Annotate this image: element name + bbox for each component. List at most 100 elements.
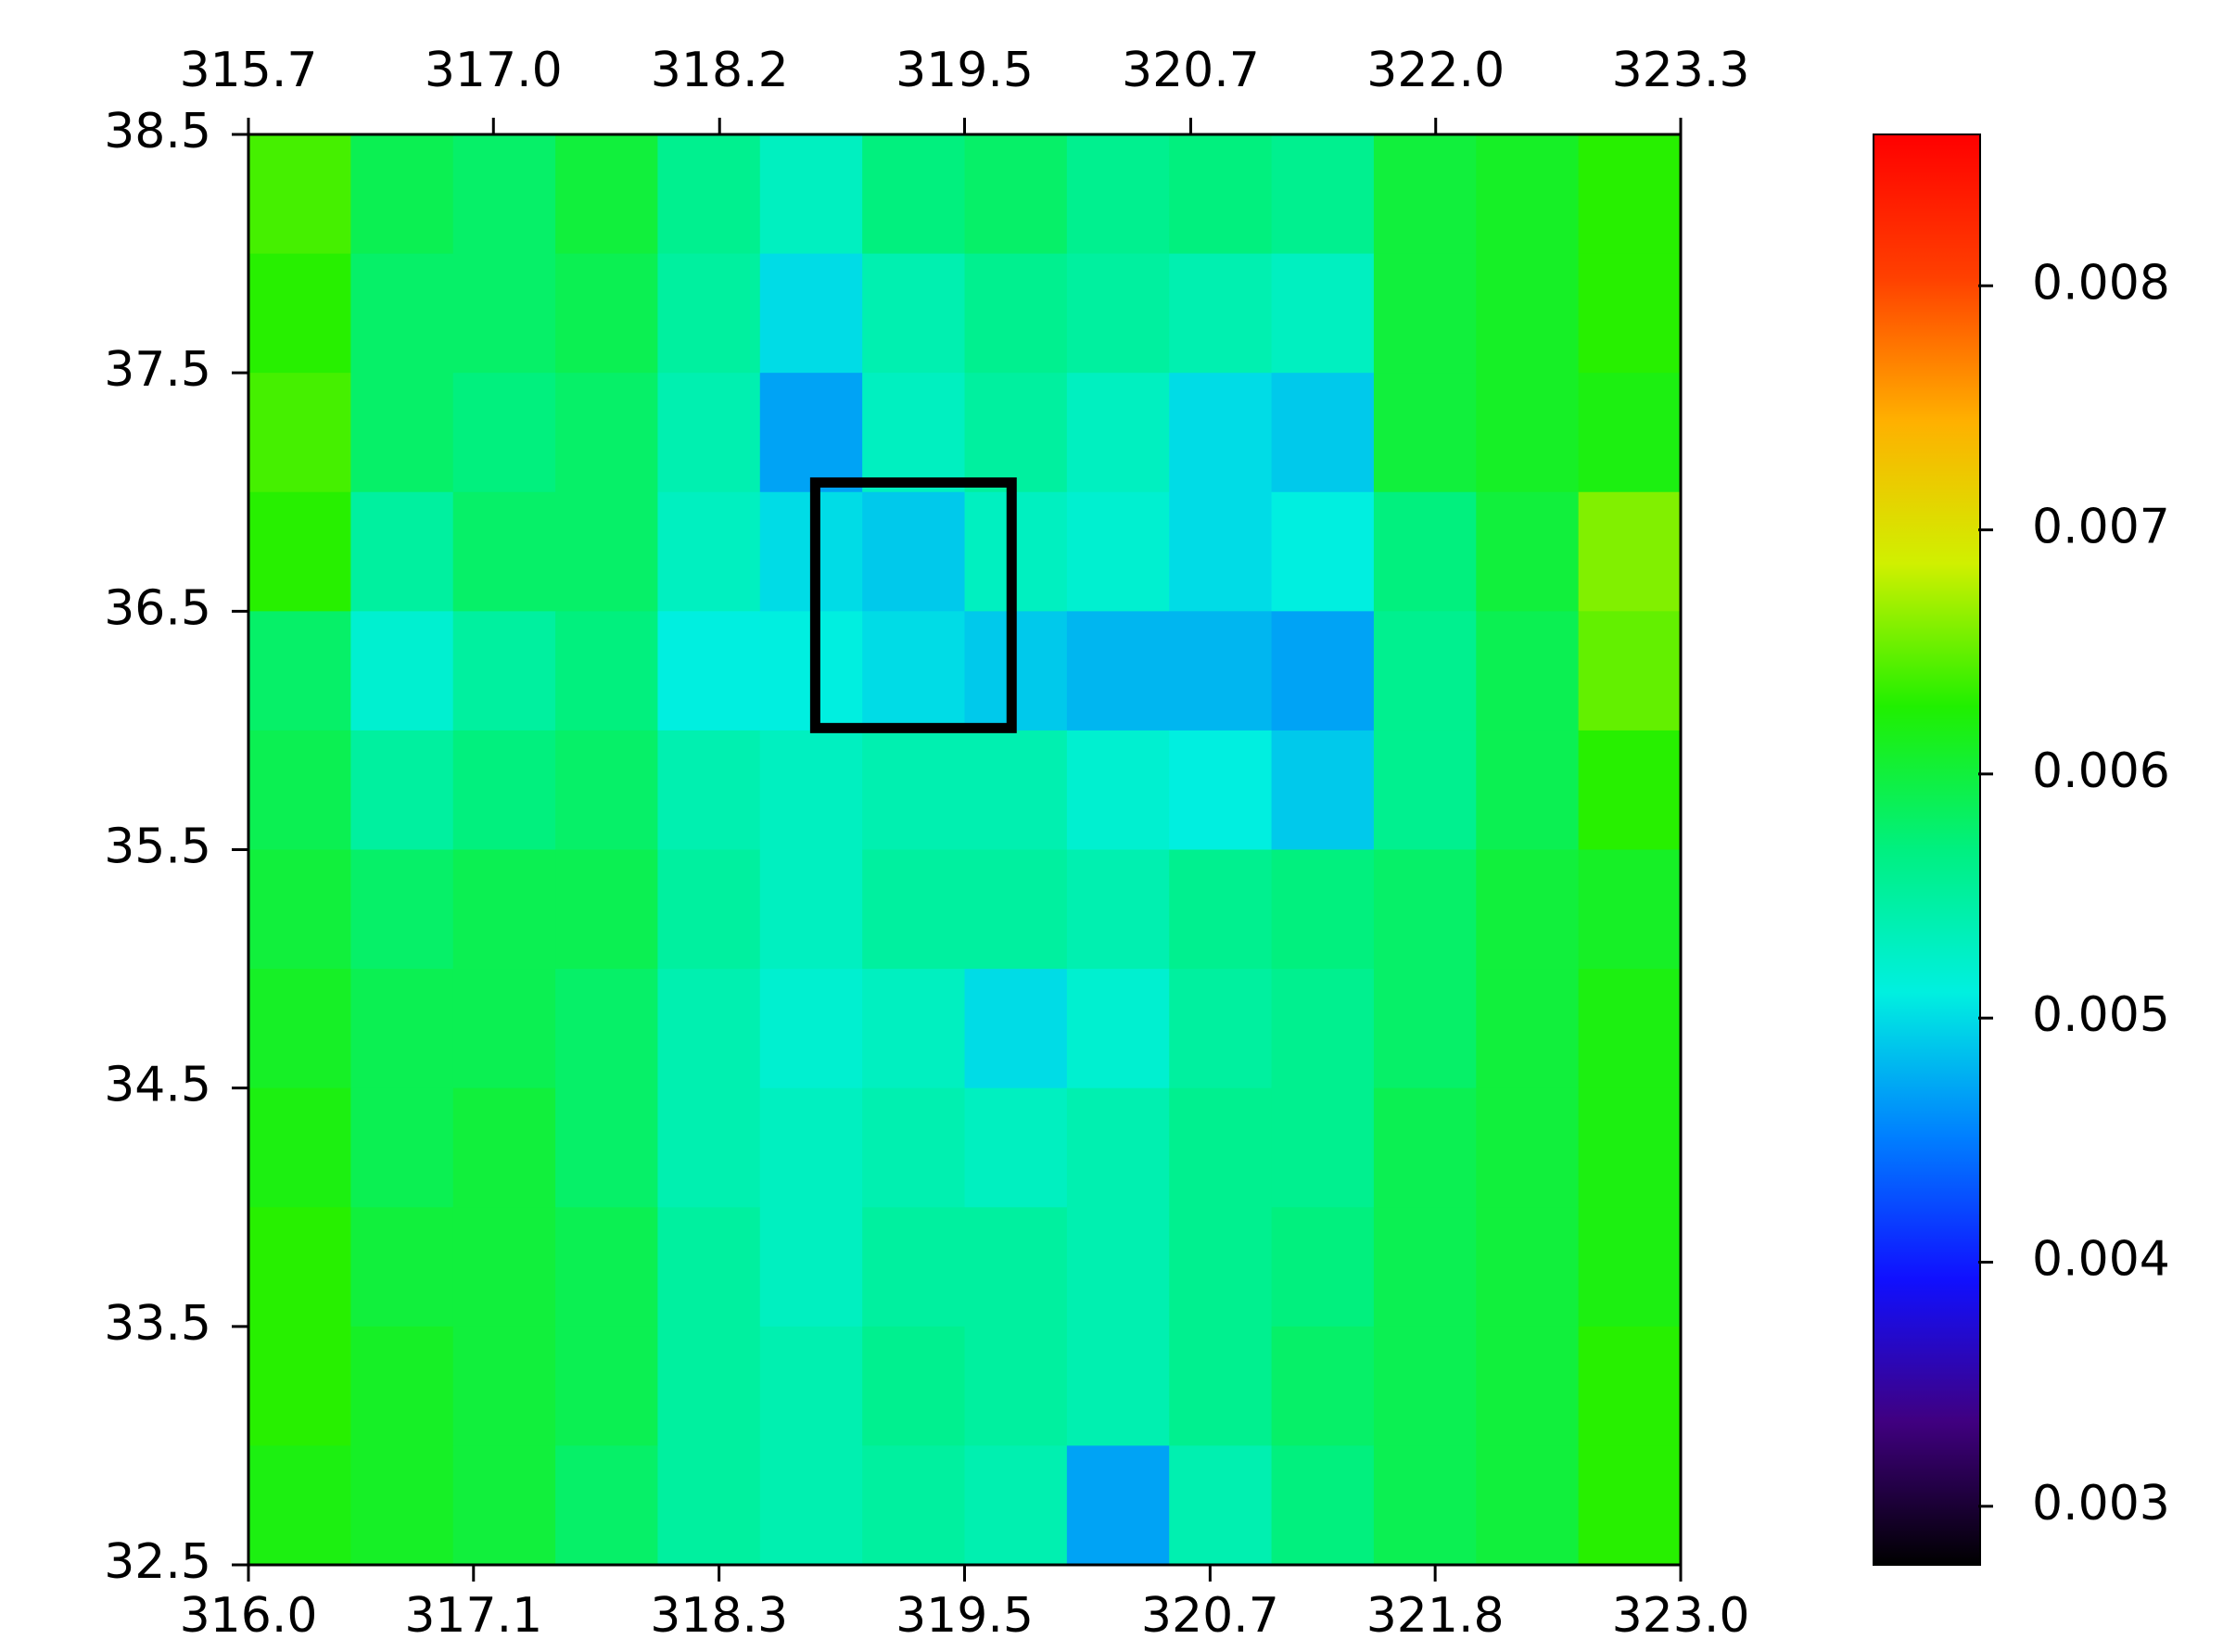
heatmap-cell <box>1373 849 1477 970</box>
heatmap-cell <box>1476 253 1580 374</box>
heatmap-cell <box>1271 1445 1375 1566</box>
heatmap-cell <box>759 730 863 850</box>
heatmap-cell <box>1169 134 1273 255</box>
heatmap-cell <box>452 491 556 612</box>
heatmap-cell <box>1271 373 1375 493</box>
heatmap-cell <box>1169 1207 1273 1328</box>
heatmap-cell <box>964 253 1068 374</box>
heatmap-cell <box>1373 611 1477 731</box>
heatmap-cell <box>964 1207 1068 1328</box>
x-tick-label: 323.0 <box>1612 1588 1750 1644</box>
heatmap-cell <box>862 1326 965 1446</box>
heatmap-cell <box>248 730 351 850</box>
colorbar-tick-label: 0.003 <box>2032 1476 2170 1531</box>
heatmap-cell <box>964 1445 1068 1566</box>
heatmap-cell <box>862 730 965 850</box>
heatmap-cell <box>1476 134 1580 255</box>
heatmap-cell <box>1169 491 1273 612</box>
heatmap-cell <box>862 611 965 731</box>
x-tick-label: 321.8 <box>1366 1588 1505 1644</box>
heatmap-cell <box>657 1207 761 1328</box>
heatmap-cell <box>1476 1207 1580 1328</box>
heatmap-cell <box>862 134 965 255</box>
heatmap-cell <box>555 373 658 493</box>
heatmap-cell <box>555 1087 658 1208</box>
x2-tick-label: 315.7 <box>180 43 318 98</box>
heatmap-cell <box>862 253 965 374</box>
heatmap-cell <box>248 969 351 1089</box>
y-tick-label: 35.5 <box>104 820 211 875</box>
heatmap-cell <box>862 1445 965 1566</box>
heatmap-cell <box>657 373 761 493</box>
heatmap-cell <box>452 134 556 255</box>
heatmap-cell <box>862 1207 965 1328</box>
heatmap-cell <box>1066 611 1170 731</box>
heatmap-cell <box>862 969 965 1089</box>
heatmap-cell <box>1578 1207 1682 1328</box>
heatmap-cell <box>862 1087 965 1208</box>
x2-tick-label: 319.5 <box>896 43 1034 98</box>
heatmap-cell <box>1373 491 1477 612</box>
heatmap-cell <box>1271 611 1375 731</box>
heatmap-cell <box>1476 491 1580 612</box>
heatmap-cell <box>1066 730 1170 850</box>
colorbar-tick-label: 0.008 <box>2032 255 2170 311</box>
heatmap-cell <box>657 730 761 850</box>
heatmap-cell <box>1476 611 1580 731</box>
heatmap-cell <box>555 1207 658 1328</box>
heatmap-cell <box>1169 1445 1273 1566</box>
heatmap-cell <box>1373 253 1477 374</box>
colorbar-tick-label: 0.006 <box>2032 743 2170 799</box>
heatmap-cell <box>1373 1445 1477 1566</box>
y-tick-label: 37.5 <box>104 342 211 398</box>
heatmap-cell <box>350 373 454 493</box>
heatmap-cell <box>1578 1087 1682 1208</box>
heatmap-cell <box>350 849 454 970</box>
heatmap-cell <box>1169 849 1273 970</box>
heatmap-cell <box>248 1326 351 1446</box>
heatmap-cell <box>1373 373 1477 493</box>
heatmap-cell <box>1169 730 1273 850</box>
heatmap-cell <box>248 491 351 612</box>
heatmap-cell <box>555 491 658 612</box>
heatmap-cell <box>452 969 556 1089</box>
heatmap-cell <box>759 1207 863 1328</box>
heatmap-cell <box>1373 1207 1477 1328</box>
heatmap-cell <box>555 1445 658 1566</box>
x2-tick-label: 320.7 <box>1122 43 1260 98</box>
heatmap-cell <box>1066 253 1170 374</box>
heatmap-cell <box>555 1326 658 1446</box>
heatmap-cell <box>1271 134 1375 255</box>
heatmap-cell <box>1578 253 1682 374</box>
colorbar-tick-label: 0.005 <box>2032 987 2170 1043</box>
x-tick-label: 317.1 <box>404 1588 542 1644</box>
heatmap-cell <box>1066 1207 1170 1328</box>
heatmap-cell <box>1578 373 1682 493</box>
heatmap-cell <box>1066 849 1170 970</box>
heatmap-cell <box>1271 969 1375 1089</box>
y-tick-label: 34.5 <box>104 1058 211 1113</box>
y-tick-label: 32.5 <box>104 1534 211 1590</box>
heatmap-cell <box>350 1087 454 1208</box>
x2-tick-label: 317.0 <box>425 43 563 98</box>
heatmap-cell <box>657 1087 761 1208</box>
heatmap-cell <box>1169 253 1273 374</box>
heatmap-cell <box>1373 1326 1477 1446</box>
heatmap-cell <box>1476 373 1580 493</box>
y-tick-label: 36.5 <box>104 580 211 636</box>
heatmap-cell <box>350 491 454 612</box>
heatmap-cell <box>555 969 658 1089</box>
heatmap-cell <box>452 1445 556 1566</box>
heatmap-cell <box>452 373 556 493</box>
heatmap-cell <box>657 491 761 612</box>
heatmap-cell <box>759 134 863 255</box>
heatmap-cell <box>1271 491 1375 612</box>
heatmap-cell <box>1066 491 1170 612</box>
colorbar-tick-label: 0.007 <box>2032 500 2170 555</box>
heatmap-cell <box>862 491 965 612</box>
heatmap-cell <box>1476 849 1580 970</box>
heatmap-cell <box>1271 1087 1375 1208</box>
heatmap-cell <box>657 969 761 1089</box>
heatmap-cell <box>350 1207 454 1328</box>
